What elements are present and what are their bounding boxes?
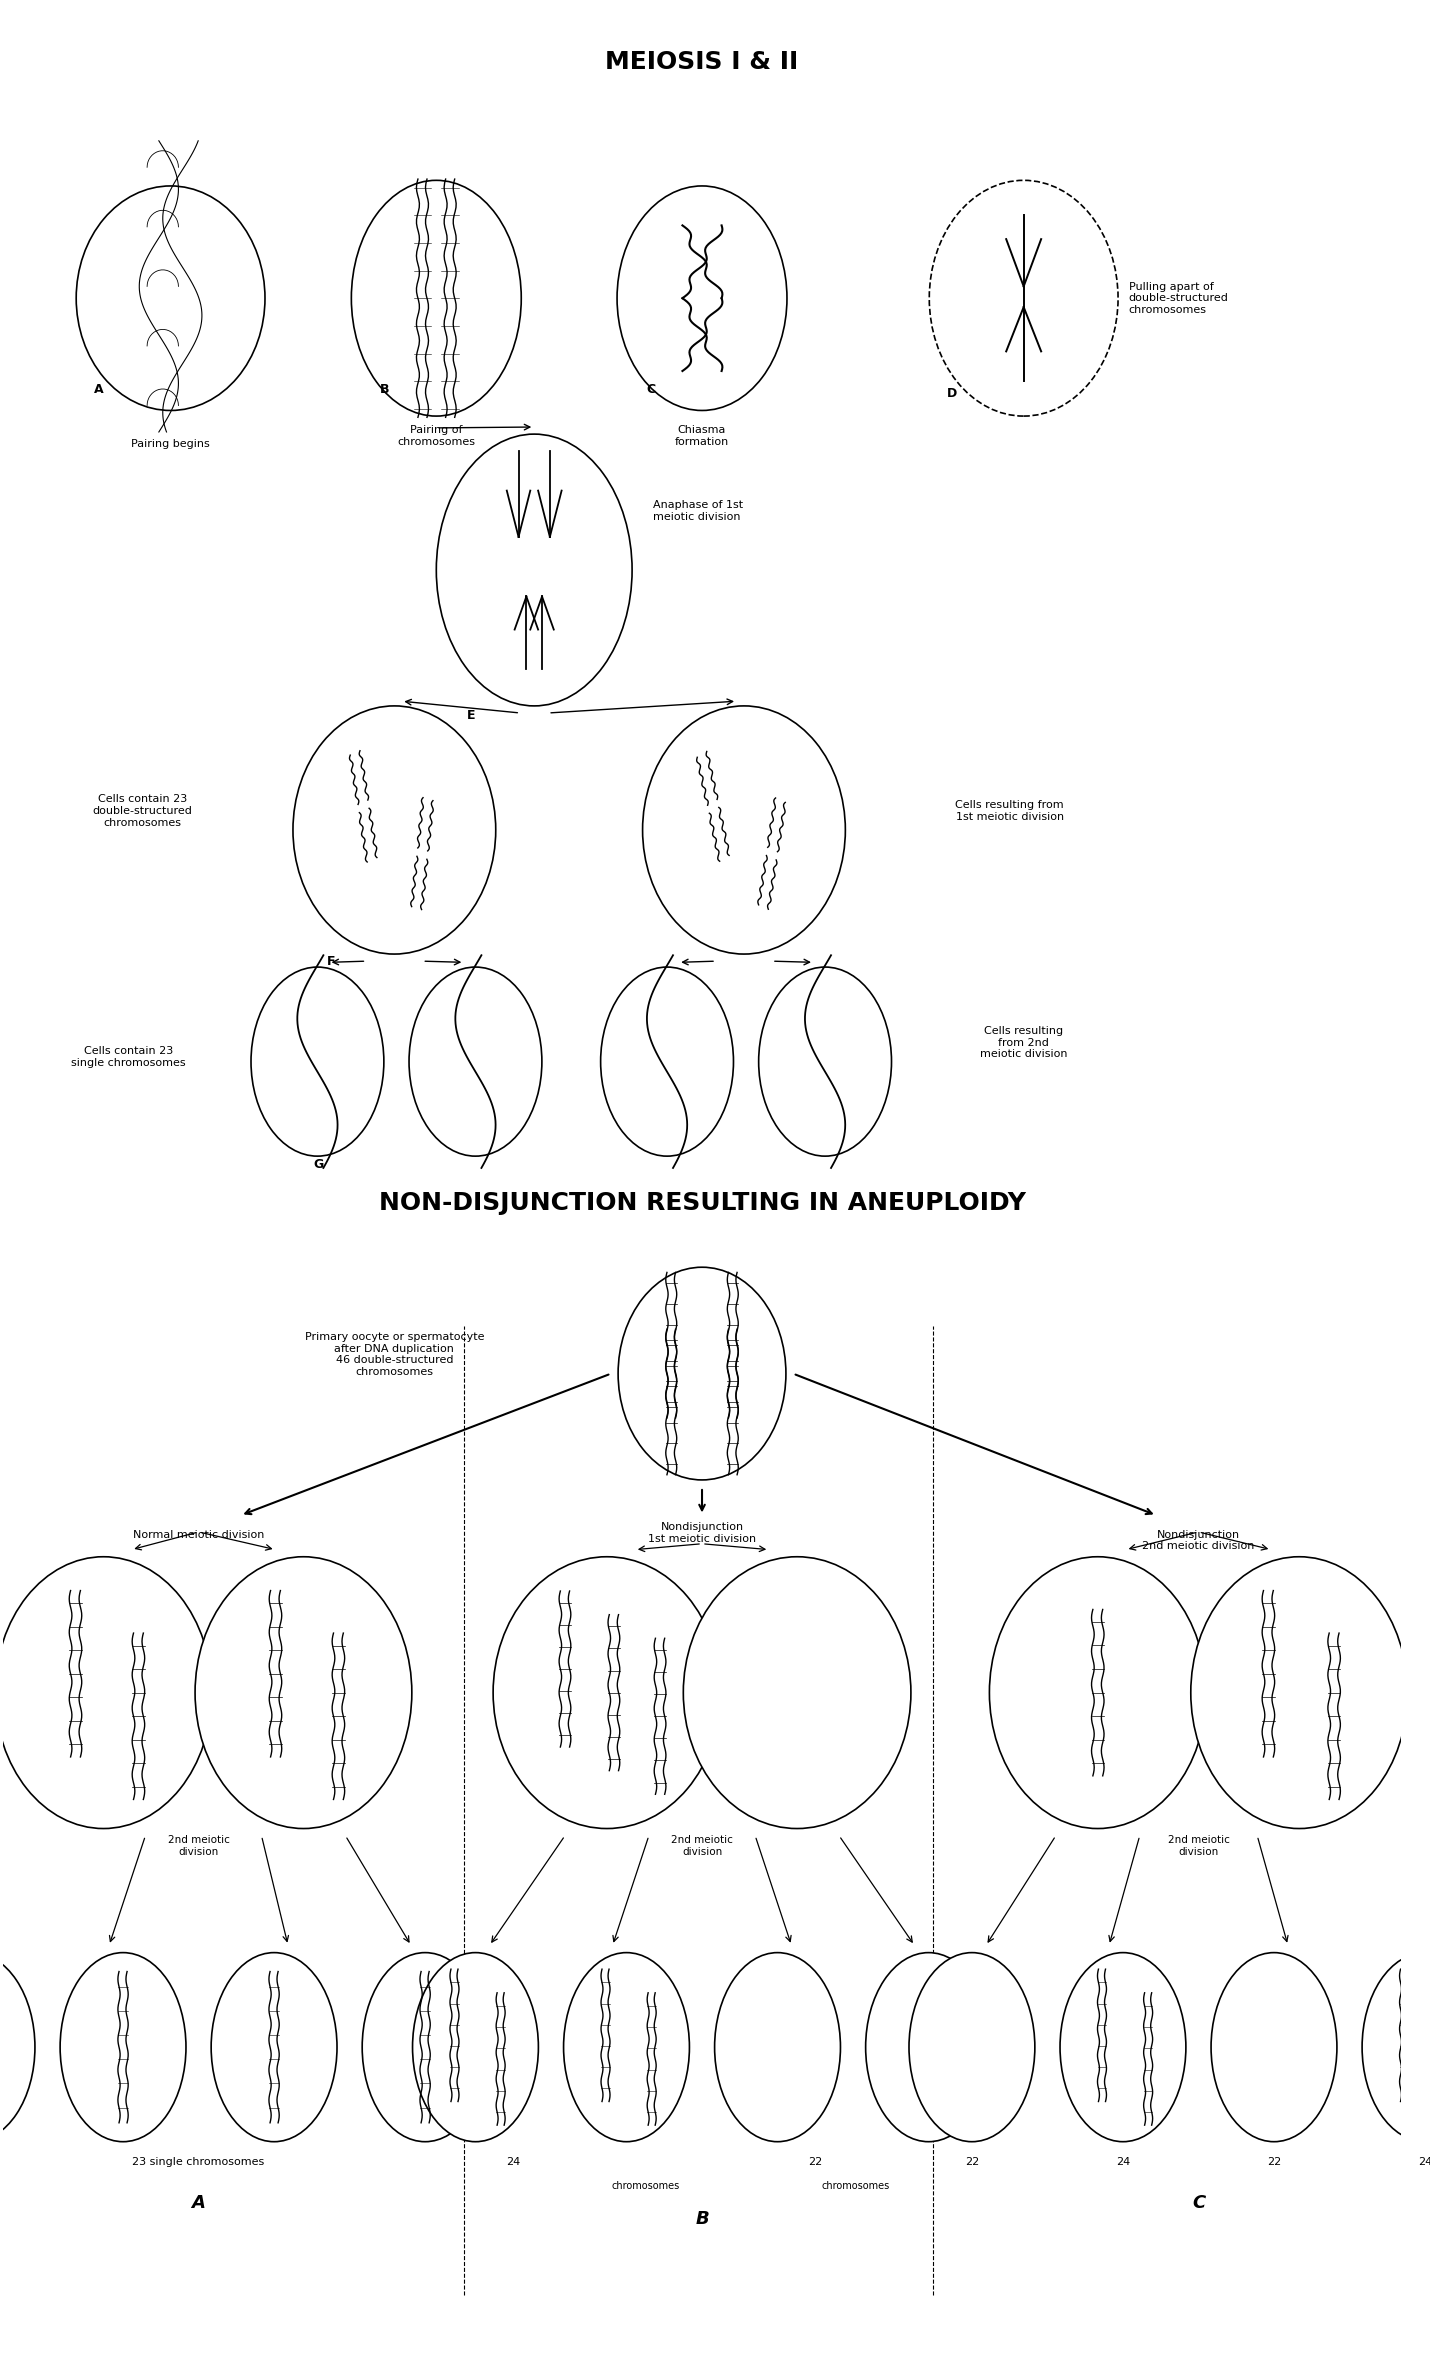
Text: Chiasma
formation: Chiasma formation <box>675 424 729 448</box>
Ellipse shape <box>0 1556 212 1829</box>
Text: C: C <box>1191 2194 1205 2213</box>
Ellipse shape <box>563 1952 689 2142</box>
Ellipse shape <box>759 967 891 1156</box>
Ellipse shape <box>0 1952 34 2142</box>
Text: Nondisjunction
2nd meiotic division: Nondisjunction 2nd meiotic division <box>1143 1530 1254 1552</box>
Ellipse shape <box>990 1556 1205 1829</box>
Text: Pairing begins: Pairing begins <box>132 438 210 450</box>
Text: 2nd meiotic
division: 2nd meiotic division <box>1167 1836 1230 1857</box>
Text: Pulling apart of
double-structured
chromosomes: Pulling apart of double-structured chrom… <box>1128 282 1228 315</box>
Text: 22: 22 <box>1267 2158 1281 2168</box>
Text: 24: 24 <box>1419 2158 1430 2168</box>
Text: Cells resulting from
1st meiotic division: Cells resulting from 1st meiotic divisio… <box>955 801 1064 822</box>
Text: 24: 24 <box>1115 2158 1130 2168</box>
Ellipse shape <box>60 1952 186 2142</box>
Ellipse shape <box>436 434 632 706</box>
Text: Anaphase of 1st
meiotic division: Anaphase of 1st meiotic division <box>654 500 744 521</box>
Text: 23 single chromosomes: 23 single chromosomes <box>133 2158 265 2168</box>
Text: 22: 22 <box>965 2158 980 2168</box>
Text: B: B <box>695 2210 709 2229</box>
Ellipse shape <box>1060 1952 1185 2142</box>
Ellipse shape <box>1363 1952 1430 2142</box>
Text: 22: 22 <box>808 2158 822 2168</box>
Ellipse shape <box>293 706 496 955</box>
Text: MEIOSIS I & II: MEIOSIS I & II <box>605 50 798 73</box>
Text: chromosomes: chromosomes <box>612 2182 681 2191</box>
Ellipse shape <box>618 1267 786 1481</box>
Ellipse shape <box>76 185 265 410</box>
Text: Cells contain 23
single chromosomes: Cells contain 23 single chromosomes <box>72 1047 186 1068</box>
Text: 24: 24 <box>506 2158 521 2168</box>
Ellipse shape <box>493 1556 721 1829</box>
Text: D: D <box>947 389 957 400</box>
Text: 2nd meiotic
division: 2nd meiotic division <box>167 1836 229 1857</box>
Ellipse shape <box>252 967 383 1156</box>
Ellipse shape <box>684 1556 911 1829</box>
Text: chromosomes: chromosomes <box>822 2182 889 2191</box>
Text: E: E <box>468 708 476 723</box>
Ellipse shape <box>909 1952 1035 2142</box>
Text: Cells resulting
from 2nd
meiotic division: Cells resulting from 2nd meiotic divisio… <box>980 1026 1067 1059</box>
Text: A: A <box>94 384 103 396</box>
Text: Pairing of
chromosomes: Pairing of chromosomes <box>398 424 475 448</box>
Text: Normal meiotic division: Normal meiotic division <box>133 1530 265 1540</box>
Text: B: B <box>380 384 390 396</box>
Ellipse shape <box>1211 1952 1337 2142</box>
Ellipse shape <box>601 967 734 1156</box>
Ellipse shape <box>618 185 786 410</box>
Ellipse shape <box>1191 1556 1407 1829</box>
Ellipse shape <box>715 1952 841 2142</box>
Text: Cells contain 23
double-structured
chromosomes: Cells contain 23 double-structured chrom… <box>93 794 193 827</box>
Text: Primary oocyte or spermatocyte
after DNA duplication
46 double-structured
chromo: Primary oocyte or spermatocyte after DNA… <box>305 1331 485 1376</box>
Text: G: G <box>313 1158 323 1170</box>
Ellipse shape <box>409 967 542 1156</box>
Text: 2nd meiotic
division: 2nd meiotic division <box>671 1836 734 1857</box>
Text: F: F <box>327 955 336 967</box>
Ellipse shape <box>212 1952 337 2142</box>
Text: Nondisjunction
1st meiotic division: Nondisjunction 1st meiotic division <box>648 1523 756 1545</box>
Ellipse shape <box>930 180 1118 417</box>
Ellipse shape <box>412 1952 539 2142</box>
Ellipse shape <box>194 1556 412 1829</box>
Ellipse shape <box>865 1952 991 2142</box>
Text: C: C <box>646 384 655 396</box>
Ellipse shape <box>352 180 522 417</box>
Text: A: A <box>192 2194 206 2213</box>
Ellipse shape <box>362 1952 488 2142</box>
Ellipse shape <box>642 706 845 955</box>
Text: NON-DISJUNCTION RESULTING IN ANEUPLOIDY: NON-DISJUNCTION RESULTING IN ANEUPLOIDY <box>379 1192 1025 1215</box>
